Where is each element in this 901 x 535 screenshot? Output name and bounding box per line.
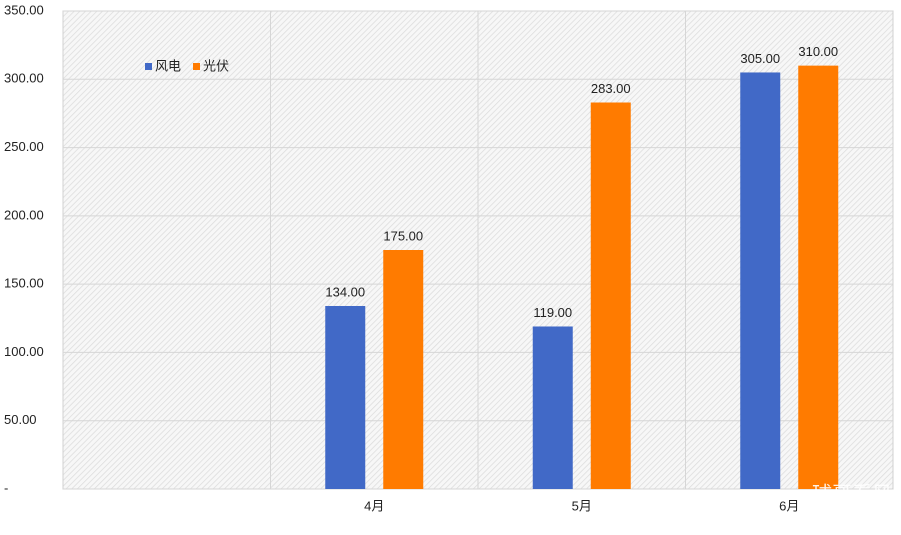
bar <box>740 72 781 489</box>
legend-label: 光伏 <box>203 58 229 73</box>
legend-swatch <box>145 63 152 70</box>
y-tick-label: - <box>4 480 8 495</box>
legend-swatch <box>193 63 200 70</box>
bar <box>798 65 839 489</box>
bar <box>532 326 573 489</box>
bar <box>383 250 424 489</box>
bar <box>590 102 631 489</box>
y-tick-label: 250.00 <box>4 139 44 154</box>
legend-label: 风电 <box>155 58 181 73</box>
y-tick-label: 350.00 <box>4 2 44 17</box>
data-label: 283.00 <box>591 81 631 96</box>
data-label: 305.00 <box>740 51 780 66</box>
y-tick-label: 50.00 <box>4 412 37 427</box>
data-label: 310.00 <box>798 44 838 59</box>
x-tick-label: 4月 <box>364 498 384 513</box>
data-label: 175.00 <box>383 228 423 243</box>
x-tick-label: 6月 <box>779 498 799 513</box>
data-label: 134.00 <box>325 284 365 299</box>
y-tick-label: 200.00 <box>4 207 44 222</box>
data-label: 119.00 <box>533 305 572 320</box>
y-tick-label: 150.00 <box>4 276 44 291</box>
watermark: 球哥看风 <box>812 482 892 505</box>
x-tick-label: 5月 <box>572 498 592 513</box>
bar <box>325 305 366 489</box>
y-tick-label: 300.00 <box>4 71 44 86</box>
y-tick-label: 100.00 <box>4 344 44 359</box>
